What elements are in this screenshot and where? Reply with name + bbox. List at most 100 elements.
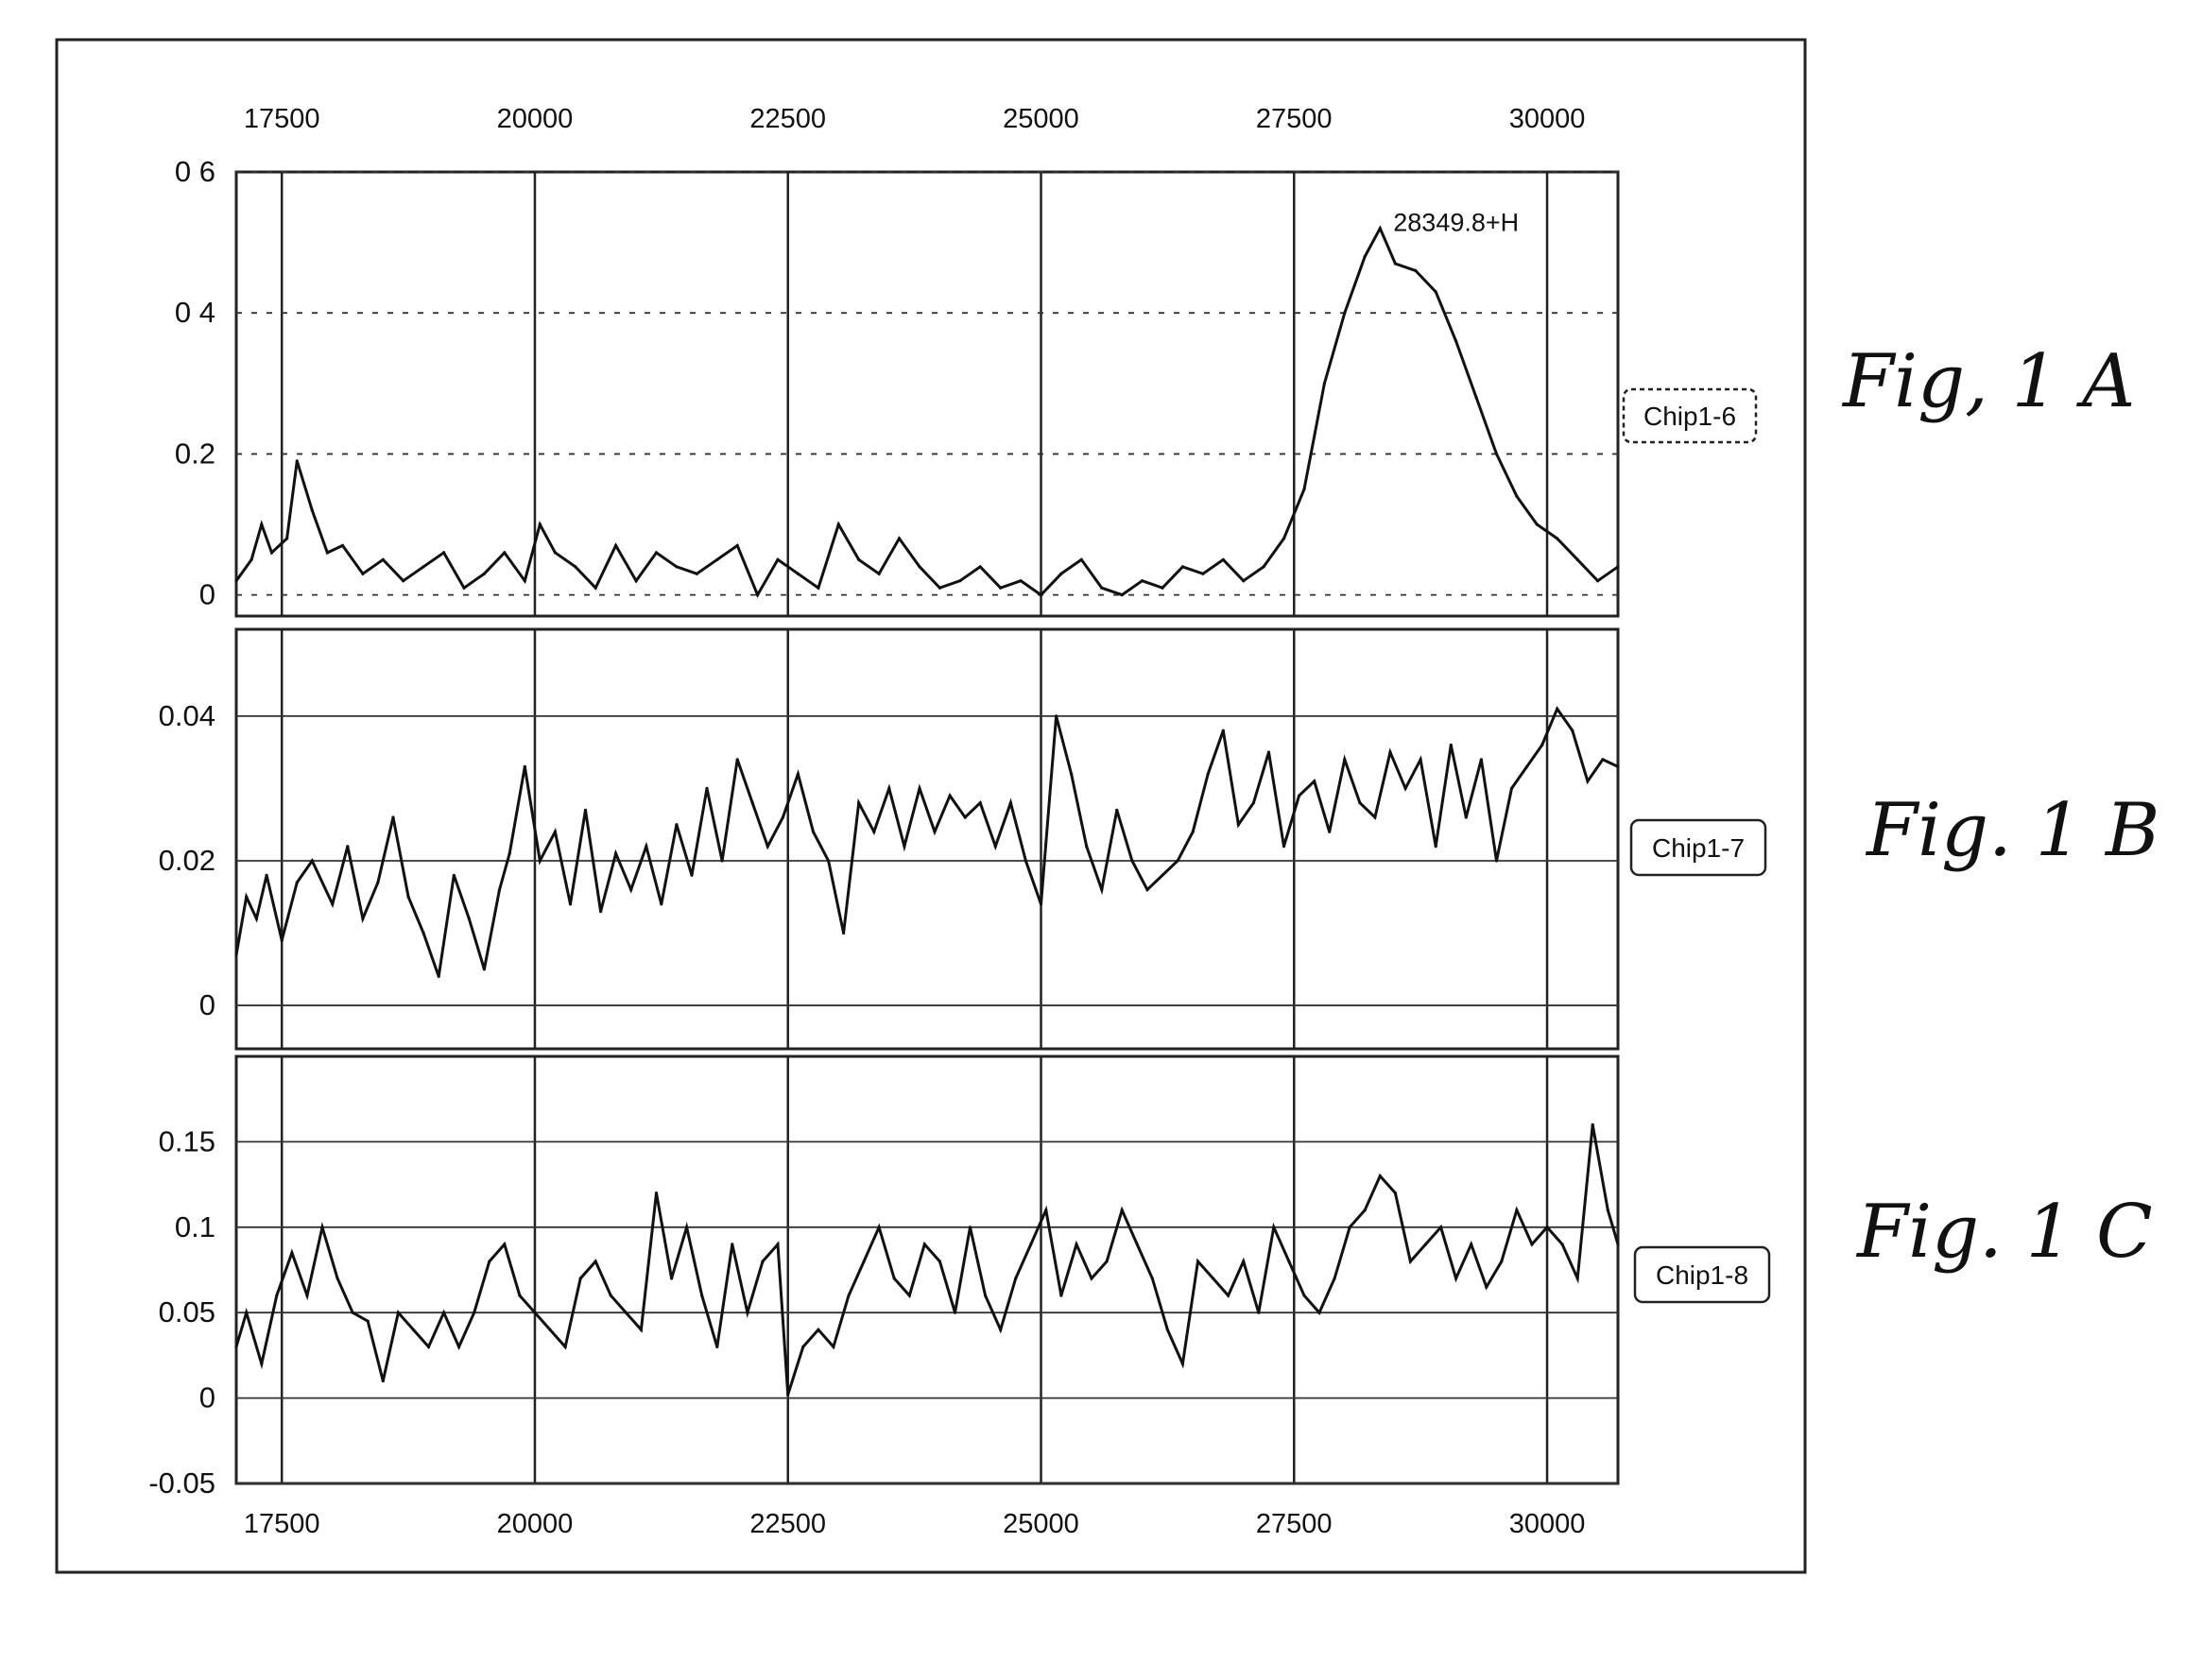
data-point-chip1-8-83	[1485, 1285, 1488, 1289]
peak-annotation: 28349.8+H	[1393, 209, 1519, 237]
figure-label-c: Fig. 1 C	[1855, 1190, 2153, 1275]
data-point-chip1-8-17	[488, 1260, 491, 1263]
data-point-chip1-7-16	[467, 917, 471, 920]
data-point-chip1-8-32	[715, 1345, 719, 1348]
legend-label-chip1-7: Chip1-7	[1652, 833, 1745, 863]
data-point-chip1-7-78	[1403, 786, 1407, 791]
data-point-chip1-6-53	[1242, 579, 1246, 583]
data-point-chip1-8-37	[786, 1393, 790, 1397]
data-point-chip1-7-36	[766, 845, 769, 849]
data-point-chip1-8-9	[366, 1319, 370, 1323]
data-point-chip1-7-43	[872, 830, 876, 833]
data-point-chip1-8-42	[862, 1260, 866, 1263]
data-point-chip1-7-63	[1176, 859, 1179, 863]
data-point-chip1-7-47	[933, 830, 937, 833]
data-point-chip1-8-78	[1408, 1260, 1412, 1263]
data-point-chip1-6-38	[938, 586, 942, 590]
data-point-chip1-8-92	[1616, 1243, 1620, 1246]
data-point-chip1-7-74	[1343, 758, 1347, 762]
data-point-chip1-6-22	[614, 543, 618, 548]
top-x-tick-20000: 20000	[497, 104, 574, 134]
data-point-chip1-6-27	[715, 557, 719, 561]
panel-chip1-8: -0.05 0 0.05 0.1 0.15 Chip1-8 Fig. 1 C 17500…	[148, 1054, 2153, 1539]
grid-lines-chip1-7	[236, 629, 1618, 1049]
y-tick-label-0-4: 0 4	[175, 296, 215, 329]
data-point-chip1-7-26	[614, 851, 618, 855]
data-point-chip1-7-86	[1525, 764, 1529, 769]
data-point-chip1-7-71	[1298, 794, 1301, 797]
data-point-chip1-6-52	[1221, 557, 1225, 561]
data-point-chip1-6-29	[756, 593, 760, 597]
data-point-chip1-6-17	[523, 579, 526, 583]
data-point-chip1-6-72	[1616, 565, 1620, 569]
data-point-chip1-7-82	[1464, 815, 1468, 819]
data-point-chip1-8-35	[761, 1260, 765, 1263]
data-point-chip1-7-89	[1571, 729, 1574, 732]
data-point-chip1-7-21	[538, 859, 542, 863]
data-point-chip1-7-30	[675, 823, 679, 827]
data-point-chip1-8-65	[1212, 1277, 1215, 1280]
data-point-chip1-6-26	[695, 572, 698, 575]
legend-chip1-8: Chip1-8	[1633, 1245, 1771, 1304]
data-point-chip1-6-18	[538, 523, 542, 526]
data-point-chip1-6-58	[1343, 311, 1347, 315]
data-point-chip1-8-4	[290, 1251, 294, 1255]
data-point-chip1-8-43	[877, 1226, 881, 1229]
data-point-chip1-7-38	[796, 772, 800, 776]
data-point-chip1-7-17	[482, 968, 486, 971]
y-tick-label-0-15: 0.15	[159, 1124, 215, 1157]
data-point-chip1-7-34	[735, 758, 739, 762]
bottom-x-tick-17500: 17500	[244, 1509, 320, 1539]
data-point-chip1-8-12	[411, 1328, 415, 1331]
data-point-chip1-7-6	[310, 859, 314, 863]
bottom-x-tick-27500: 27500	[1256, 1509, 1333, 1539]
data-point-chip1-7-68	[1251, 801, 1255, 805]
data-point-chip1-7-3	[265, 873, 268, 877]
data-point-chip1-6-0	[234, 579, 238, 583]
top-x-tick-27500: 27500	[1256, 104, 1333, 134]
data-point-chip1-6-55	[1282, 537, 1286, 540]
data-point-chip1-7-9	[361, 917, 365, 920]
data-point-chip1-8-59	[1120, 1209, 1124, 1212]
data-point-chip1-8-21	[548, 1328, 552, 1331]
data-point-chip1-7-7	[331, 902, 335, 906]
data-point-chip1-7-66	[1221, 729, 1225, 732]
data-point-chip1-6-37	[918, 565, 921, 569]
data-point-chip1-8-86	[1530, 1243, 1534, 1246]
figure-label-a: Fig, 1 A	[1841, 339, 2135, 424]
top-x-tick-22500: 22500	[749, 104, 826, 134]
y-tick-label-0: 0	[199, 578, 215, 611]
data-point-chip1-6-43	[1039, 593, 1043, 597]
data-point-chip1-8-67	[1242, 1260, 1246, 1263]
data-point-chip1-6-47	[1120, 593, 1124, 597]
data-point-chip1-7-61	[1145, 888, 1149, 892]
data-point-chip1-6-34	[857, 557, 861, 561]
data-point-chip1-8-2	[260, 1362, 264, 1365]
data-point-chip1-8-11	[396, 1311, 400, 1314]
data-point-chip1-6-71	[1596, 579, 1600, 583]
data-point-chip1-8-1	[245, 1311, 249, 1314]
data-point-chip1-7-45	[903, 845, 906, 849]
data-point-chip1-7-59	[1115, 808, 1119, 813]
data-points-chip1-8	[234, 1123, 1620, 1397]
data-point-chip1-6-14	[462, 586, 466, 590]
data-point-chip1-7-12	[406, 895, 410, 899]
data-point-chip1-7-23	[568, 902, 573, 906]
data-point-chip1-8-15	[457, 1345, 461, 1348]
data-point-chip1-8-50	[984, 1294, 988, 1297]
data-point-chip1-8-54	[1044, 1209, 1048, 1212]
y-tick-label-0-05: 0.05	[159, 1295, 215, 1329]
plot-area-chip1-7	[234, 627, 1620, 1051]
y-tick-label-0-6: 0 6	[175, 155, 215, 188]
data-point-chip1-6-40	[978, 565, 982, 569]
data-point-chip1-7-69	[1266, 750, 1271, 754]
data-point-chip1-7-76	[1373, 815, 1377, 819]
data-point-chip1-8-88	[1560, 1243, 1564, 1246]
data-point-chip1-7-33	[720, 859, 724, 863]
data-point-chip1-8-90	[1591, 1123, 1594, 1126]
data-point-chip1-8-72	[1317, 1311, 1321, 1314]
data-point-chip1-8-39	[817, 1328, 820, 1331]
data-point-chip1-8-77	[1393, 1191, 1397, 1195]
data-point-chip1-8-58	[1105, 1260, 1109, 1263]
data-point-chip1-7-88	[1556, 707, 1559, 711]
